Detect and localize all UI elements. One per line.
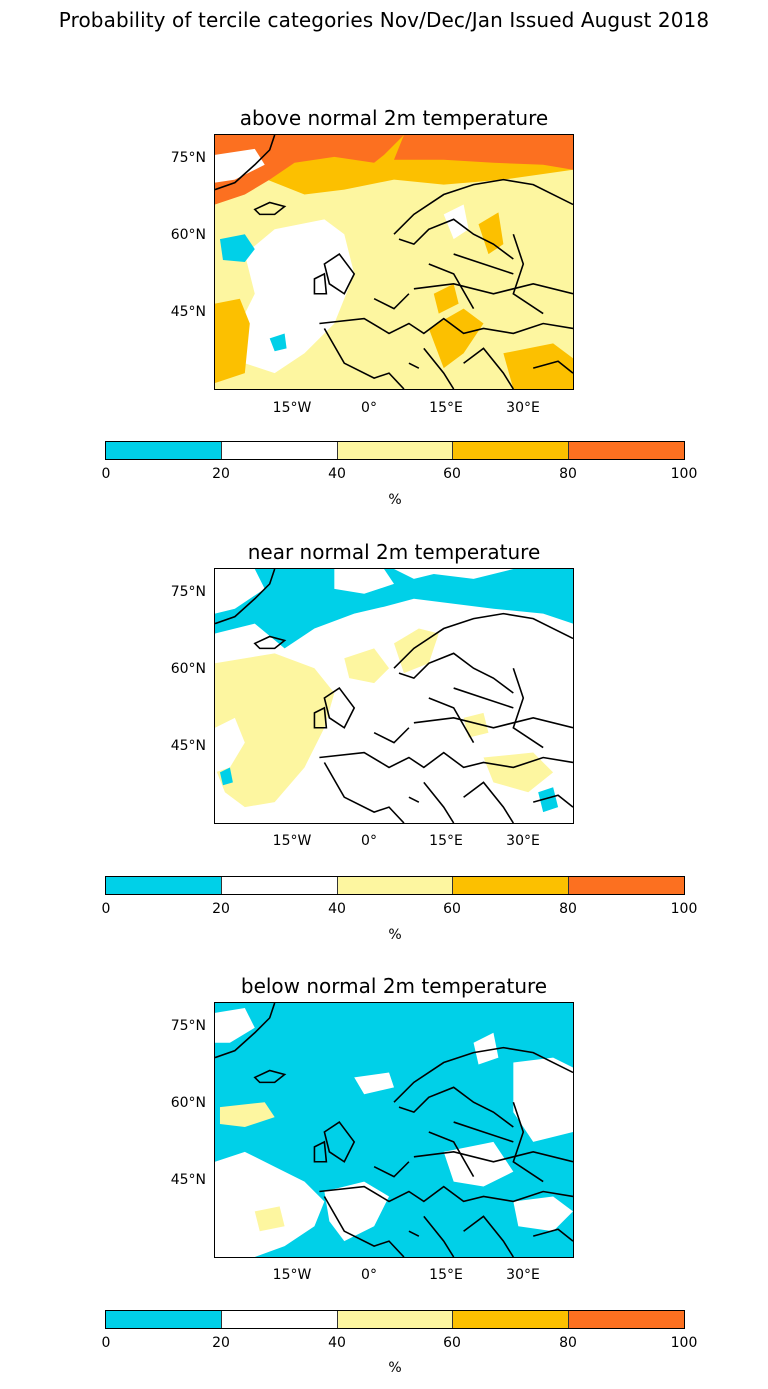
colorbar-1-tick-40: 40: [328, 466, 346, 482]
region-white-n1: [334, 569, 394, 594]
region-yellow-bal: [463, 712, 489, 738]
region-yellow-se: [483, 752, 554, 793]
colorbar-3: [105, 1310, 685, 1329]
xlabel-near-0: 0°: [361, 833, 377, 849]
colorbar-seg-20-40: [221, 877, 338, 894]
map-below: [214, 1002, 574, 1258]
region-cyan-1: [219, 234, 255, 262]
colorbar-1-tick-80: 80: [559, 466, 577, 482]
colorbar-seg-40-60: [337, 442, 454, 459]
xlabel-above-15e: 15°E: [429, 400, 463, 416]
colorbar-seg-20-40: [221, 442, 338, 459]
ylabel-above-45: 45°N: [170, 304, 206, 320]
colorbar-1: [105, 441, 685, 460]
region-orange-ne: [394, 135, 573, 170]
colorbar-seg-60-80: [453, 877, 570, 894]
coastlines: [215, 1003, 573, 1257]
colorbar-seg-40-60: [337, 877, 454, 894]
region-cyan-s1: [538, 787, 559, 813]
xlabel-above-30e: 30°E: [506, 400, 540, 416]
region-white-w: [234, 219, 355, 374]
colorbar-3-tick-0: 0: [101, 1335, 111, 1351]
region-white-mid: [354, 1072, 394, 1095]
colorbar-1-tick-60: 60: [443, 466, 461, 482]
colorbar-2-tick-0: 0: [101, 901, 111, 917]
panel-above-title: above normal 2m temperature: [239, 106, 549, 130]
panel-below-title: below normal 2m temperature: [240, 974, 548, 998]
colorbar-1-tick-0: 0: [101, 466, 111, 482]
colorbar-2-tick-60: 60: [443, 901, 461, 917]
xlabel-near-15e: 15°E: [429, 833, 463, 849]
ylabel-above-75: 75°N: [170, 150, 206, 166]
xlabel-below-15e: 15°E: [429, 1267, 463, 1283]
colorbar-seg-60-80: [453, 442, 570, 459]
ylabel-near-45: 45°N: [170, 738, 206, 754]
xlabel-near-15w: 15°W: [272, 833, 312, 849]
colorbar-2: [105, 876, 685, 895]
region-white-scand: [473, 1032, 499, 1065]
region-gold-adr: [433, 283, 459, 314]
region-cyan-2: [269, 333, 287, 352]
xlabel-below-0: 0°: [361, 1267, 377, 1283]
colorbar-2-tick-100: 100: [670, 901, 698, 917]
region-yellow-w: [215, 653, 335, 808]
colorbar-3-unit: %: [388, 1360, 402, 1376]
colorbar-3-tick-60: 60: [443, 1335, 461, 1351]
suptitle: Probability of tercile categories Nov/De…: [58, 8, 710, 32]
colorbar-seg-0-20: [106, 877, 222, 894]
ylabel-near-60: 60°N: [170, 661, 206, 677]
region-white-n2: [215, 569, 265, 614]
colorbar-seg-60-80: [453, 1311, 570, 1328]
colorbar-1-unit: %: [388, 492, 402, 508]
colorbar-seg-80-100: [569, 877, 684, 894]
coastlines: [215, 135, 573, 389]
ylabel-below-60: 60°N: [170, 1095, 206, 1111]
region-yellow-c: [344, 648, 390, 684]
colorbar-2-unit: %: [388, 927, 402, 943]
colorbar-seg-40-60: [337, 1311, 454, 1328]
region-white-e: [513, 1057, 573, 1142]
xlabel-below-15w: 15°W: [272, 1267, 312, 1283]
region-gold-med: [428, 308, 484, 369]
colorbar-seg-0-20: [106, 442, 222, 459]
region-orange: [215, 135, 404, 205]
xlabel-above-0: 0°: [361, 400, 377, 416]
map-above: [214, 134, 574, 390]
colorbar-3-tick-40: 40: [328, 1335, 346, 1351]
colorbar-seg-80-100: [569, 442, 684, 459]
colorbar-1-tick-100: 100: [670, 466, 698, 482]
region-yellow-1: [219, 1102, 275, 1128]
ylabel-below-75: 75°N: [170, 1018, 206, 1034]
region-gold-scand: [478, 212, 504, 255]
colorbar-2-tick-80: 80: [559, 901, 577, 917]
map-near: [214, 568, 574, 824]
region-yellow-2: [254, 1206, 285, 1232]
colorbar-3-tick-20: 20: [212, 1335, 230, 1351]
region-white-n: [215, 1007, 255, 1043]
region-cyan-s2: [219, 767, 233, 786]
colorbar-seg-0-20: [106, 1311, 222, 1328]
colorbar-3-tick-80: 80: [559, 1335, 577, 1351]
colorbar-2-tick-40: 40: [328, 901, 346, 917]
region-white-n: [215, 148, 265, 183]
region-white-atl: [215, 1151, 325, 1257]
colorbar-seg-80-100: [569, 1311, 684, 1328]
xlabel-near-30e: 30°E: [506, 833, 540, 849]
panel-near-title: near normal 2m temperature: [247, 540, 541, 564]
region-gold-w: [215, 298, 250, 384]
ylabel-below-45: 45°N: [170, 1172, 206, 1188]
colorbar-2-tick-20: 20: [212, 901, 230, 917]
ylabel-above-60: 60°N: [170, 227, 206, 243]
colorbar-seg-20-40: [221, 1311, 338, 1328]
coastlines: [215, 569, 573, 823]
xlabel-below-30e: 30°E: [506, 1267, 540, 1283]
region-cyan-n: [215, 569, 573, 649]
region-white-w: [215, 717, 245, 773]
xlabel-above-15w: 15°W: [272, 400, 312, 416]
ylabel-near-75: 75°N: [170, 584, 206, 600]
colorbar-3-tick-100: 100: [670, 1335, 698, 1351]
region-white-tur: [513, 1196, 573, 1232]
colorbar-1-tick-20: 20: [212, 466, 230, 482]
